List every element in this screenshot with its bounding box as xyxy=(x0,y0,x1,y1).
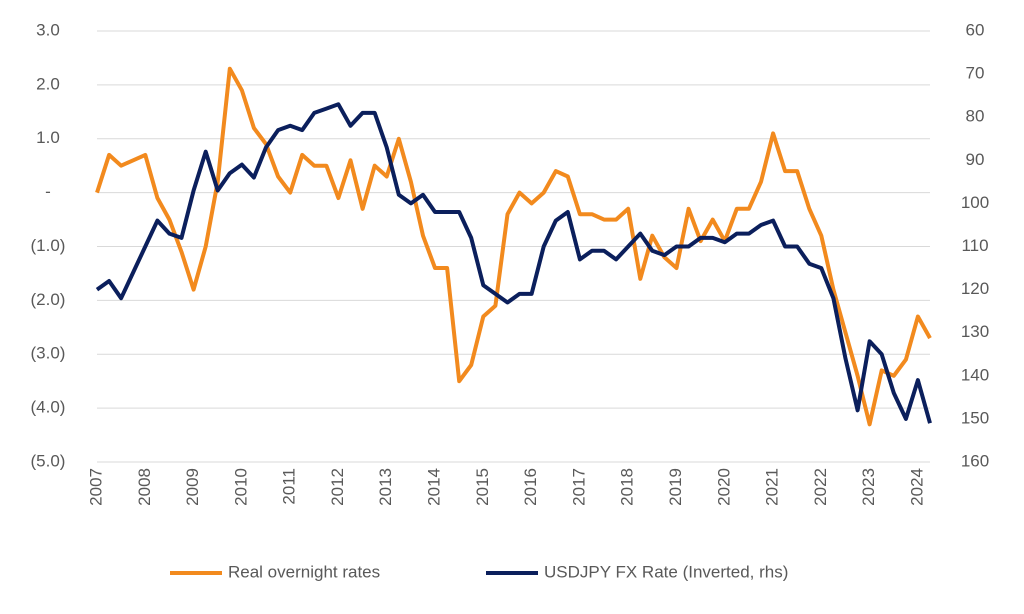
y2-tick-label: 140 xyxy=(961,365,989,384)
y-tick-label: (5.0) xyxy=(31,451,66,470)
legend-label: Real overnight rates xyxy=(228,562,380,581)
y-tick-label: 3.0 xyxy=(36,20,60,39)
x-tick-label: 2010 xyxy=(231,468,250,506)
x-tick-label: 2022 xyxy=(811,468,830,506)
y2-tick-label: 110 xyxy=(961,236,988,255)
x-tick-label: 2020 xyxy=(714,468,733,506)
y2-tick-label: 160 xyxy=(961,451,989,470)
y2-tick-label: 100 xyxy=(961,193,989,212)
y2-tick-label: 60 xyxy=(966,20,985,39)
legend-label: USDJPY FX Rate (Inverted, rhs) xyxy=(544,562,788,581)
y2-tick-label: 70 xyxy=(966,64,985,83)
series-line xyxy=(95,102,932,424)
x-tick-label: 2018 xyxy=(618,468,637,506)
y2-tick-label: 150 xyxy=(961,408,989,427)
x-tick-label: 2024 xyxy=(907,468,926,506)
y-tick-label: 1.0 xyxy=(36,128,60,147)
y-tick-label: (1.0) xyxy=(31,236,66,255)
x-tick-label: 2012 xyxy=(328,468,347,506)
x-tick-label: 2023 xyxy=(859,468,878,506)
x-tick-label: 2019 xyxy=(666,468,685,506)
x-tick-label: 2014 xyxy=(425,468,444,506)
y2-tick-label: 120 xyxy=(961,279,989,298)
x-tick-label: 2021 xyxy=(763,468,782,506)
y-tick-label: 2.0 xyxy=(36,74,60,93)
y-tick-label: (4.0) xyxy=(31,398,66,417)
x-tick-label: 2015 xyxy=(473,468,492,506)
x-tick-label: 2008 xyxy=(135,468,154,506)
y2-tick-label: 130 xyxy=(961,322,989,341)
y-tick-label: - xyxy=(45,182,51,201)
y-tick-label: (2.0) xyxy=(31,290,66,309)
x-tick-label: 2017 xyxy=(569,468,588,506)
x-tick-label: 2016 xyxy=(521,468,540,506)
y2-tick-label: 90 xyxy=(966,150,985,169)
y2-tick-label: 80 xyxy=(966,107,985,126)
x-tick-label: 2009 xyxy=(183,468,202,506)
series-line xyxy=(95,66,932,427)
x-tick-label: 2007 xyxy=(86,468,105,506)
x-tick-label: 2011 xyxy=(280,468,299,505)
y-tick-label: (3.0) xyxy=(31,344,66,363)
x-tick-label: 2013 xyxy=(376,468,395,506)
